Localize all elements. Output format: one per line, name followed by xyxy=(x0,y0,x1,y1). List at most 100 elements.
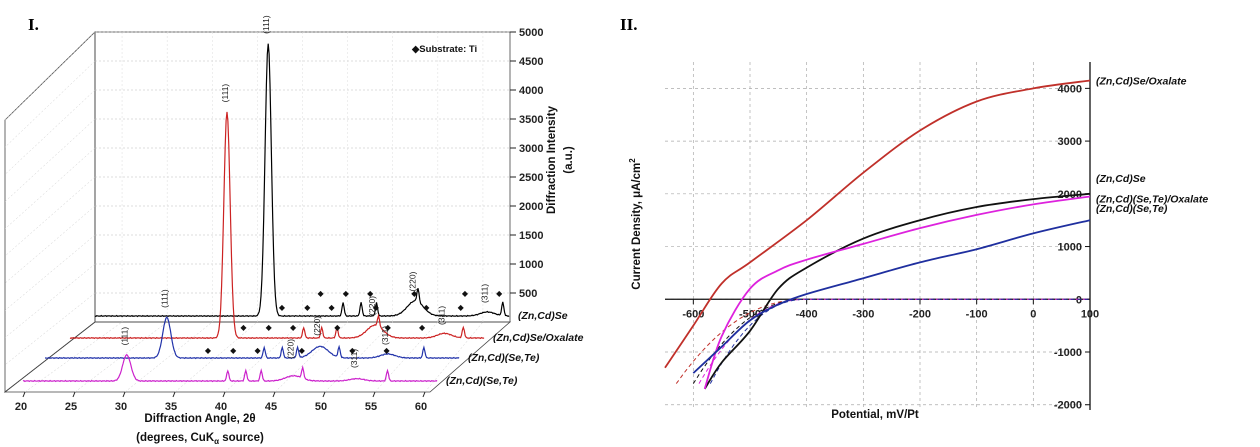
x-tick xyxy=(72,391,76,398)
grid-line-left xyxy=(4,205,96,284)
substrate-marker: ◆ xyxy=(349,346,356,355)
substrate-marker: ◆ xyxy=(423,303,430,312)
x-tick-label: -100 xyxy=(966,308,988,320)
panel-i-xlabel: Diffraction Angle, 2θ xyxy=(144,413,255,425)
substrate-marker: ◆ xyxy=(240,323,247,332)
y-tick-label: 2500 xyxy=(519,172,543,184)
y-tick-label: 3000 xyxy=(519,143,543,155)
x-tick-label: 50 xyxy=(315,401,327,413)
xlabel-source-end: source) xyxy=(219,432,264,444)
substrate-marker: ◆ xyxy=(411,289,418,298)
panel-i-label: I. xyxy=(28,15,39,34)
peak-label: (111) xyxy=(261,15,271,34)
x-tick-label: 25 xyxy=(65,401,77,413)
y-tick-label: 4000 xyxy=(1058,83,1082,95)
substrate-marker: ◆ xyxy=(299,346,306,355)
panel-i-ylabel: Diffraction Intensity xyxy=(546,105,558,214)
series-label: (Zn,Cd)(Se,Te) xyxy=(446,375,518,387)
x-tick-label: 55 xyxy=(365,401,377,413)
xrd-series: (111)(220) (311)◆ ◆ ◆ ◆ ◆ ◆(Zn,Cd)(Se,Te) xyxy=(22,327,518,387)
jv-curve xyxy=(703,195,1091,390)
series-label: (Zn,Cd)(Se,Te) xyxy=(468,352,540,364)
substrate-marker: ◆ xyxy=(329,303,336,312)
xrd-curve xyxy=(94,43,510,318)
grid-line-left xyxy=(4,263,96,338)
substrate-marker: ◆ xyxy=(254,346,261,355)
panel-ii-grid xyxy=(665,62,1091,410)
x-tick-label: 35 xyxy=(165,401,177,413)
y-tick-label: 4500 xyxy=(519,56,543,68)
panel-ii-series xyxy=(664,79,1091,390)
y-tick-label: 5000 xyxy=(519,27,543,39)
grid-line-floor xyxy=(74,321,168,393)
x-tick xyxy=(222,391,226,398)
y-tick-label: 500 xyxy=(519,288,537,300)
peak-label: (220) xyxy=(286,339,296,359)
x-tick-label: 0 xyxy=(1030,308,1036,320)
series-label: (Zn,Cd)(Se,Te)/Oxalate xyxy=(1096,193,1208,205)
xrd-curve xyxy=(69,111,485,340)
xrd-curve xyxy=(22,353,438,383)
grid-line-left xyxy=(4,234,96,311)
peak-label: (311) xyxy=(349,349,359,368)
panel-i-xlabel-source: (degrees, CuKα source) xyxy=(136,432,264,446)
substrate-marker: ◆ xyxy=(462,289,469,298)
panel-i: I. 5001000150020002500300035004000450050… xyxy=(3,15,584,446)
peak-label: (111) xyxy=(120,327,130,346)
x-tick xyxy=(272,391,276,398)
xlabel-source-start: (degrees, CuK xyxy=(136,432,215,444)
panel-i-x-ticks: 20 25 30 35 40 45 50 55 60 xyxy=(15,391,427,413)
peak-label: (220) xyxy=(367,296,377,316)
grid-line-left xyxy=(4,89,96,175)
substrate-marker: ◆ xyxy=(458,303,465,312)
panel-i-series: (111)(220)(311)◆ ◆ ◆ ◆ ◆ ◆(Zn,Cd)Se(111)(220)… xyxy=(22,15,584,387)
y-tick-label: 1000 xyxy=(1058,242,1082,254)
panel-ii-series-labels: (Zn,Cd)Se/Oxalate (Zn,Cd)Se (Zn,Cd)(Se,Te)… xyxy=(1096,75,1208,215)
peak-label: (111) xyxy=(160,289,170,308)
grid-line-left xyxy=(4,118,96,202)
x-tick-label: 40 xyxy=(215,401,227,413)
series-label: (Zn,Cd)(Se,Te) xyxy=(1096,203,1168,215)
x-tick-label: -300 xyxy=(852,308,874,320)
peak-label: (111) xyxy=(220,84,230,103)
panel-ii-ylabel: Current Density, μA/cm2 xyxy=(628,158,643,290)
x-tick xyxy=(372,391,376,398)
y-tick-label: 1000 xyxy=(519,259,543,271)
substrate-marker: ◆ xyxy=(383,346,390,355)
substrate-marker: ◆ xyxy=(266,323,273,332)
y-tick-label: 3000 xyxy=(1058,136,1082,148)
y-tick-label: 3500 xyxy=(519,114,543,126)
x-tick xyxy=(172,391,176,398)
substrate-marker: ◆ xyxy=(496,289,503,298)
panel-i-y-ticks: 500 1000 1500 2000 2500 3000 3500 4000 4500 5000 xyxy=(510,27,543,300)
y-tick-label: 0 xyxy=(1076,294,1082,306)
ylabel-superscript: 2 xyxy=(628,158,637,163)
y-tick-label: 1500 xyxy=(519,230,543,242)
y-tick-label: 2000 xyxy=(519,201,543,213)
jv-curve xyxy=(703,192,1091,390)
x-tick xyxy=(422,391,426,398)
grid-line-left xyxy=(4,176,96,257)
panel-i-ylabel-unit: (a.u.) xyxy=(563,146,575,174)
substrate-marker: ◆ xyxy=(230,346,237,355)
x-tick-label: 45 xyxy=(265,401,277,413)
panel-ii: II. -600 -500 -400 -300 -200 -100 0 100-2000-10… xyxy=(620,15,1208,421)
ylabel-text: Current Density, μA/cm xyxy=(631,163,643,290)
substrate-marker: ◆ xyxy=(317,289,324,298)
substrate-marker: ◆ xyxy=(419,323,426,332)
grid-line-left xyxy=(4,292,96,365)
substrate-marker: ◆ xyxy=(205,346,212,355)
series-label: (Zn,Cd)Se xyxy=(1096,173,1146,185)
panel-ii-label: II. xyxy=(620,15,637,34)
xrd-series: (111)(220) (311)◆ ◆ ◆ ◆ ◆ ◆(Zn,Cd)(Se,Te) xyxy=(45,289,540,364)
peak-label: (220) xyxy=(407,271,417,291)
x-tick-label: 30 xyxy=(115,401,127,413)
peak-label: (311) xyxy=(479,284,489,303)
x-tick-label: -400 xyxy=(796,308,818,320)
substrate-marker: ◆ xyxy=(290,323,297,332)
substrate-marker: ◆ xyxy=(279,303,286,312)
x-tick-label: 100 xyxy=(1081,308,1099,320)
y-tick-label: 4000 xyxy=(519,85,543,97)
jv-curve xyxy=(664,79,1091,369)
peak-label: (311) xyxy=(380,326,390,345)
